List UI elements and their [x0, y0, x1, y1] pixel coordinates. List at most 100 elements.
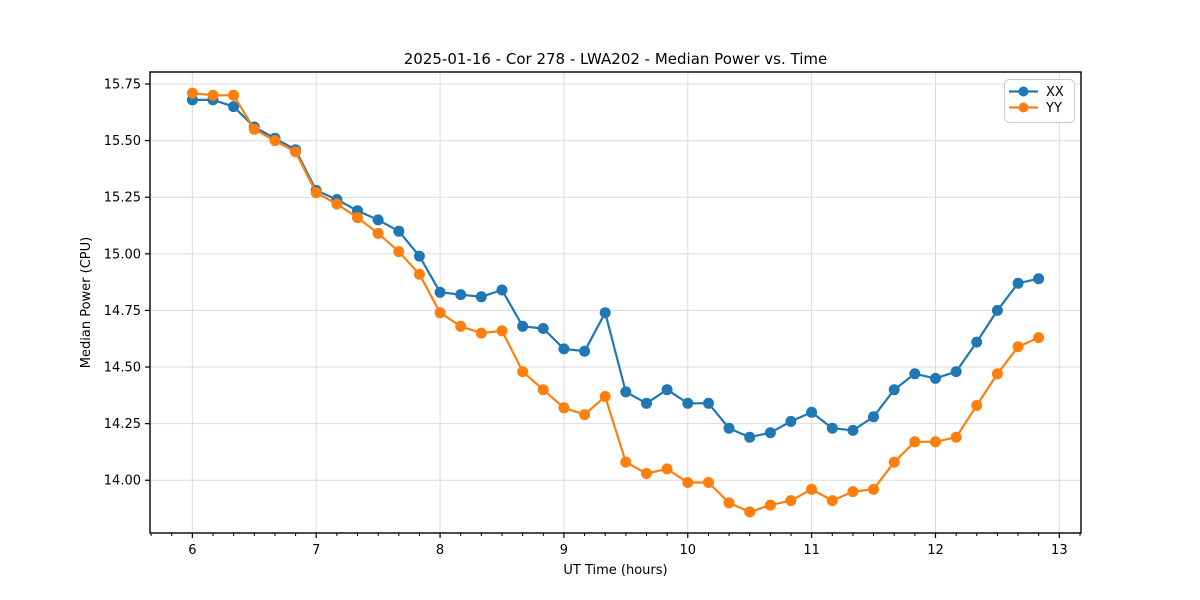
series-YY-marker: [475, 327, 487, 339]
x-tick-label: 12: [927, 543, 944, 558]
axis-tick-labels: 6 7 8 9 10 11 12 13 14.00 14.25 14.50 14.75 15.00 15.…: [104, 78, 1068, 558]
series-XX-marker: [1033, 273, 1045, 285]
series-XX-marker: [517, 320, 529, 332]
series-YY-marker: [537, 384, 549, 396]
series-YY-marker: [723, 497, 735, 509]
series-YY-line: [192, 92, 1040, 513]
series-XX-marker: [785, 415, 797, 427]
series-XX-marker: [393, 225, 405, 237]
x-tick-label: 11: [803, 543, 820, 558]
legend-box: [1004, 79, 1075, 123]
gridlines: [150, 72, 1081, 533]
plot-border: [149, 71, 1082, 534]
series-YY-marker: [785, 495, 797, 507]
x-tick-label: 9: [560, 543, 568, 558]
y-tick-label: 15.25: [104, 191, 141, 206]
series-XX-marker: [558, 343, 570, 355]
series-YY-marker: [1033, 332, 1045, 344]
legend-label-series-0: XX: [1046, 85, 1064, 100]
series-YY-marker: [950, 431, 962, 443]
series-XX-marker: [661, 384, 673, 396]
series-YY-marker: [991, 368, 1003, 380]
legend-marker-series-0: [1018, 86, 1029, 97]
series-YY-marker: [186, 87, 198, 99]
series-XX-marker: [930, 372, 941, 384]
series-XX-marker: [847, 424, 859, 436]
series-YY-marker: [228, 89, 240, 101]
y-tick-label: 14.25: [104, 417, 141, 432]
y-axis-label: Median Power (CPU): [79, 237, 94, 368]
series-XX-marker: [641, 397, 652, 409]
series-YY-marker: [413, 268, 425, 280]
series-YY-marker: [496, 325, 508, 337]
series-YY-marker: [641, 468, 652, 479]
series-YY-marker: [248, 123, 260, 135]
series-YY-marker: [372, 227, 384, 239]
series-XX-marker: [413, 250, 425, 262]
series-YY-marker: [434, 307, 446, 319]
legend: XX YY: [1004, 79, 1075, 123]
series-XX-line: [192, 98, 1039, 439]
series-YY-marker: [971, 400, 983, 411]
x-tick-label: 13: [1051, 543, 1068, 558]
series-XX-marker: [228, 101, 240, 113]
series-YY-marker: [888, 456, 900, 468]
series-YY-marker: [517, 366, 529, 378]
chart-title: 2025-01-16 - Cor 278 - LWA202 - Median P…: [404, 50, 828, 68]
legend-marker-series-1: [1018, 102, 1029, 113]
series-XX-marker: [1012, 277, 1024, 289]
series-XX-marker: [950, 366, 962, 378]
series-YY-marker: [930, 436, 941, 448]
series-XX-marker: [434, 286, 446, 298]
series-YY-marker: [331, 198, 343, 210]
x-tick-label: 8: [436, 543, 444, 558]
series-XX-marker: [682, 397, 694, 409]
series-XX-marker: [496, 284, 508, 296]
data-series: [186, 87, 1045, 518]
y-tick-label: 14.00: [104, 474, 141, 489]
series-XX-marker: [537, 323, 549, 334]
series-YY-marker: [599, 391, 611, 402]
legend-label-series-1: YY: [1045, 101, 1062, 116]
series-XX-marker: [806, 406, 818, 418]
series-XX-marker: [764, 427, 776, 439]
series-YY-marker: [826, 495, 838, 507]
series-YY-marker: [682, 477, 694, 488]
series-YY-marker: [661, 463, 673, 475]
series-XX-marker: [723, 422, 735, 434]
series-XX-marker: [991, 304, 1003, 316]
series-XX-marker: [909, 368, 921, 380]
series-YY-marker: [393, 246, 405, 258]
y-tick-label: 15.50: [104, 134, 141, 149]
series-YY-marker: [579, 409, 591, 421]
x-tick-label: 7: [312, 543, 320, 558]
series-XX-marker: [599, 307, 611, 319]
axis-ticks: [145, 83, 1081, 538]
series-YY-marker: [352, 212, 363, 224]
series-YY-marker: [558, 402, 570, 414]
series-YY-marker: [744, 506, 756, 518]
x-tick-label: 10: [679, 543, 696, 558]
series-YY-marker: [269, 135, 281, 147]
series-XX-marker: [868, 411, 879, 423]
series-XX-marker: [455, 289, 467, 301]
series-YY-marker: [620, 456, 632, 468]
series-XX-marker: [620, 386, 632, 398]
series-YY-marker: [207, 89, 219, 101]
series-YY-marker: [847, 486, 859, 498]
y-tick-label: 14.75: [104, 304, 141, 319]
series-XX-marker: [372, 214, 384, 226]
series-XX-marker: [703, 397, 714, 409]
series-XX-marker: [888, 384, 900, 396]
series-XX-marker: [475, 291, 487, 303]
series-YY-marker: [868, 483, 879, 495]
series-YY-marker: [764, 499, 776, 511]
y-tick-label: 14.50: [104, 361, 141, 376]
series-YY-marker: [909, 436, 921, 448]
series-YY-marker: [703, 477, 714, 488]
series-YY-marker: [1012, 341, 1024, 353]
series-YY-marker: [310, 187, 322, 199]
series-XX-marker: [744, 431, 756, 443]
series-XX-marker: [826, 422, 838, 434]
